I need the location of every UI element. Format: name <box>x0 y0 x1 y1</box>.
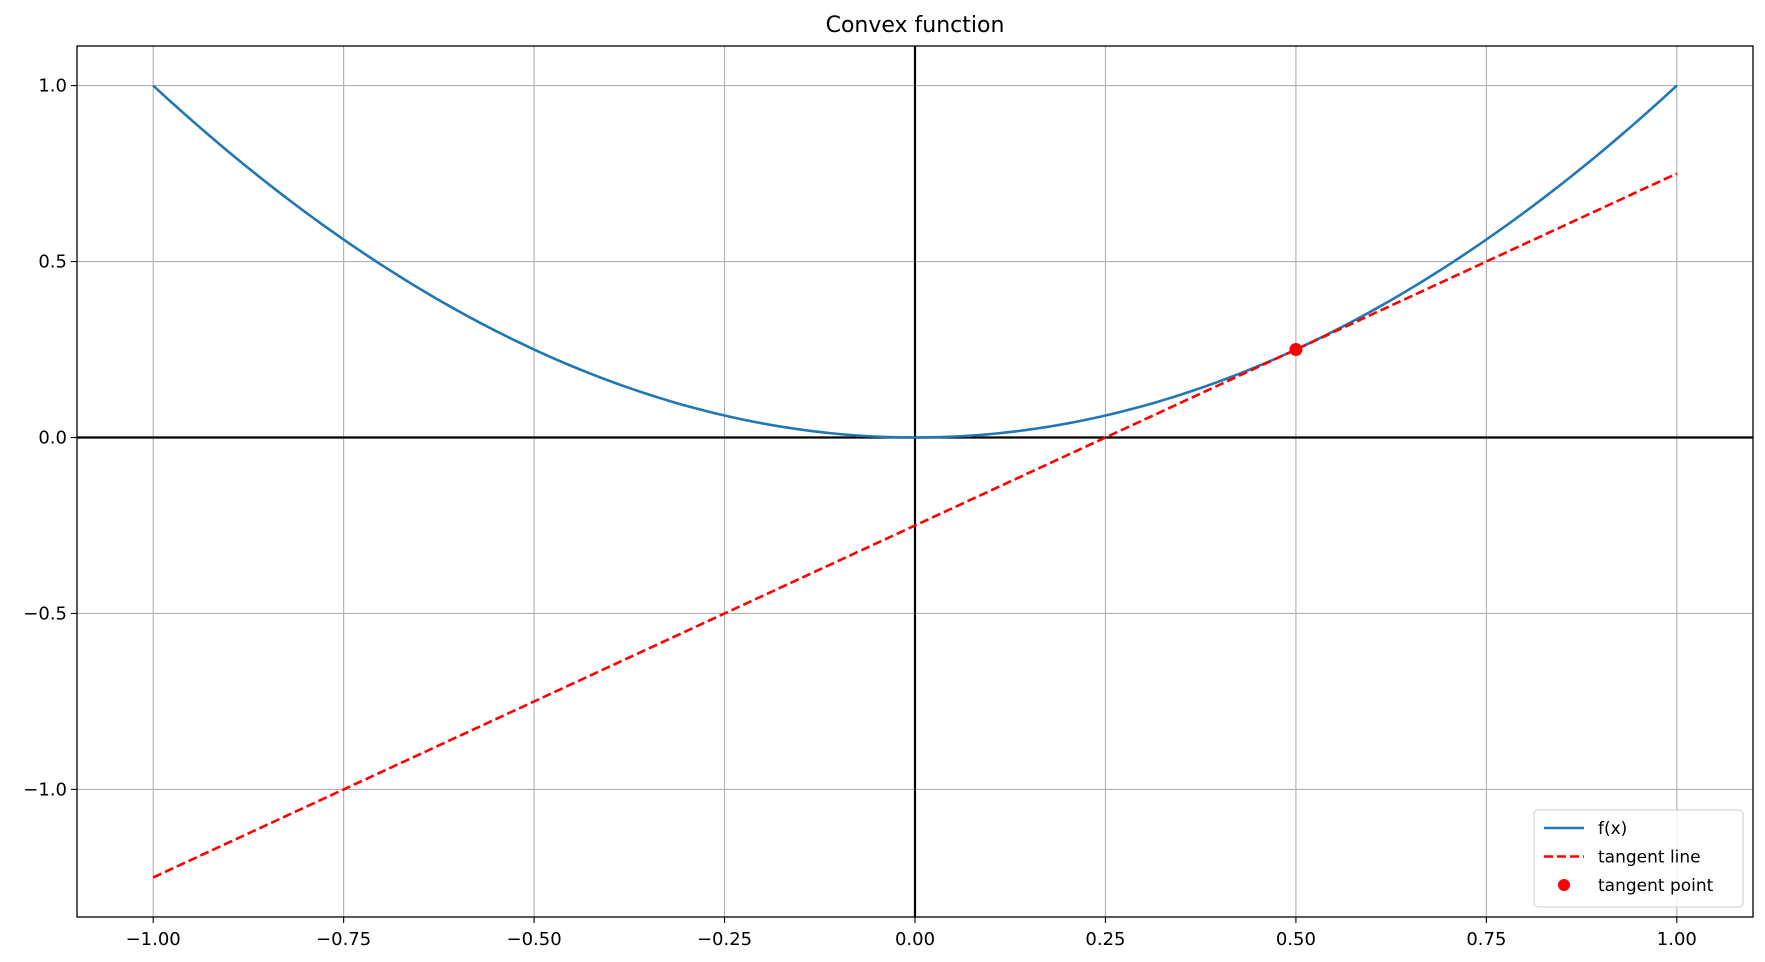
x-tick-label: −0.75 <box>316 929 371 950</box>
chart-title: Convex function <box>826 13 1005 38</box>
y-tick-label: 0.5 <box>38 252 67 273</box>
x-tick-label: 0.50 <box>1276 929 1316 950</box>
x-tick-label: 1.00 <box>1657 929 1697 950</box>
legend-label-f-x: f(x) <box>1598 819 1627 839</box>
series <box>152 84 1678 879</box>
legend-label-tangent-point: tangent point <box>1598 876 1714 896</box>
y-tick-label: 1.0 <box>38 76 67 97</box>
legend-swatch-tangent-point <box>1558 879 1570 891</box>
y-tick-label: 0.0 <box>38 428 67 449</box>
series-f-x <box>152 84 1678 439</box>
x-tick-label: −0.50 <box>507 929 562 950</box>
x-tick-label: 0.00 <box>895 929 935 950</box>
x-tick-label: 0.75 <box>1466 929 1506 950</box>
legend-box <box>1533 809 1744 908</box>
legend: f(x) tangent line tangent point <box>1533 809 1744 908</box>
y-tick-label: −1.0 <box>23 779 67 800</box>
x-tick-label: −1.00 <box>126 929 181 950</box>
legend-label-tangent-line: tangent line <box>1598 848 1701 868</box>
series-tangent-line <box>152 172 1678 879</box>
y-tick-label: −0.5 <box>23 603 67 624</box>
reference-lines <box>77 46 1753 917</box>
x-tick-label: 0.25 <box>1085 929 1125 950</box>
series-tangent-point-point <box>1289 343 1303 357</box>
ticks: −1.00 −0.75 −0.50 −0.25 0.00 0.25 0.50 0.75 1.00… <box>23 76 1697 950</box>
x-tick-label: −0.25 <box>697 929 752 950</box>
